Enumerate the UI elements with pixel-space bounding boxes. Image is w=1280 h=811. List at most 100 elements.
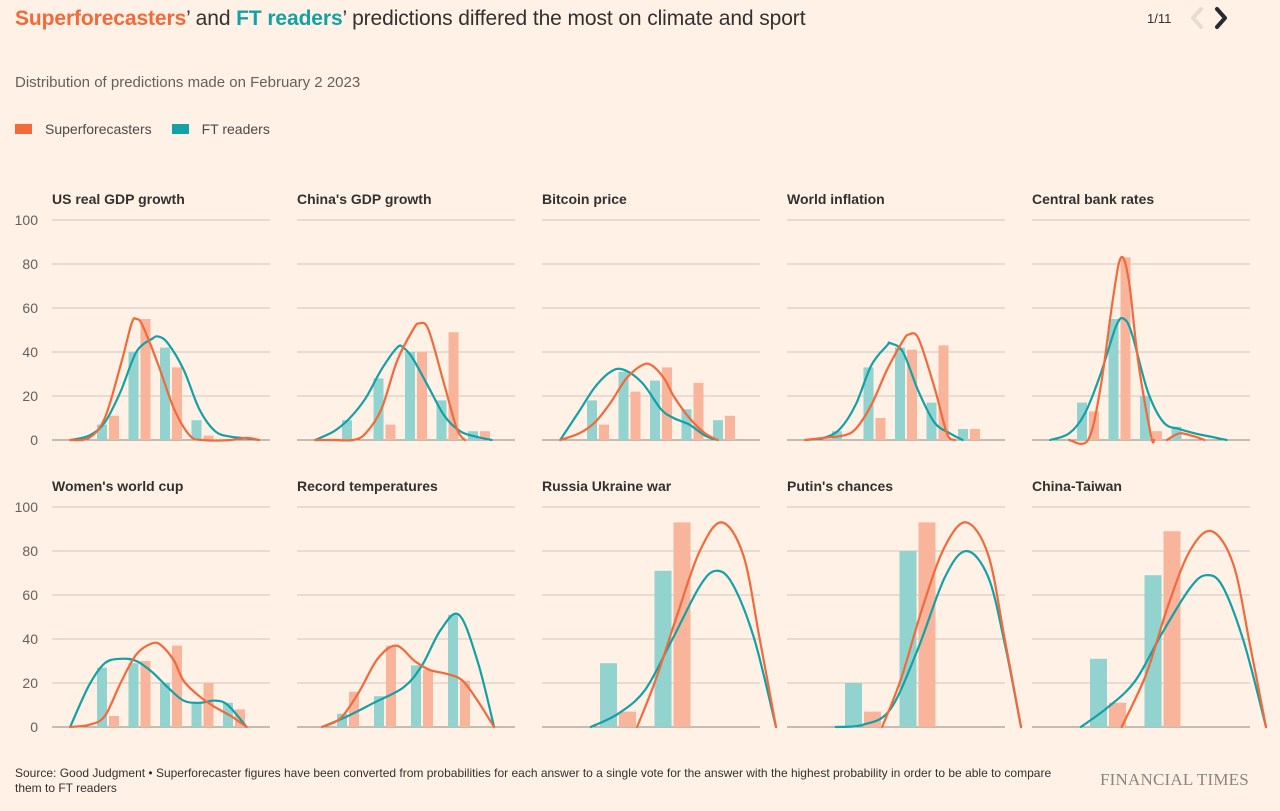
bar-ft-readers (160, 683, 170, 727)
panel-women-s-world-cup: Women's world cup 0 20 40 60 80 100 (15, 478, 270, 735)
panel-title: Record temperatures (297, 478, 438, 494)
bar-ft-readers (654, 570, 672, 727)
panel-us-real-gdp-growth: US real GDP growth 0 20 40 60 80 100 (15, 191, 270, 448)
panel-title: US real GDP growth (52, 191, 185, 207)
bar-ft-readers (1090, 658, 1107, 727)
bar-ft-readers (618, 371, 629, 440)
bar-ft-readers (895, 347, 905, 440)
bar-superforecasters (423, 669, 433, 727)
curve-superforecasters (881, 521, 1023, 729)
y-tick-label: 20 (22, 388, 38, 404)
curve-superforecasters (321, 644, 496, 729)
panel-putin-s-chances: Putin's chances (787, 478, 1023, 729)
bar-superforecasters (385, 424, 396, 440)
y-tick-label: 20 (22, 675, 38, 691)
bar-ft-readers (587, 400, 597, 440)
bar-ft-readers (448, 614, 458, 727)
ft-logo: FINANCIAL TIMES (1100, 770, 1249, 789)
panel-title: Women's world cup (52, 478, 183, 494)
bar-superforecasters (662, 367, 672, 440)
bar-superforecasters (203, 683, 214, 727)
panel-record-temperatures: Record temperatures (297, 478, 515, 729)
bar-superforecasters (109, 415, 119, 440)
bar-ft-readers (405, 352, 415, 440)
panel-china-taiwan: China-Taiwan (1032, 478, 1268, 729)
bar-superforecasters (203, 435, 214, 440)
bar-superforecasters (630, 391, 641, 440)
curve-superforecasters (559, 362, 719, 442)
y-tick-label: 60 (22, 587, 38, 603)
panel-title: Putin's chances (787, 478, 893, 494)
curve-superforecasters-secondary (1165, 432, 1206, 442)
bar-ft-readers (650, 380, 660, 440)
bar-superforecasters (480, 431, 490, 440)
bar-superforecasters (448, 332, 459, 440)
curve-superforecasters (1120, 529, 1268, 729)
chevron-left-icon (1191, 7, 1204, 29)
bar-superforecasters (109, 716, 119, 727)
curve-ft-readers (589, 569, 778, 729)
bar-ft-readers (97, 667, 107, 727)
bar-ft-readers (128, 352, 139, 440)
y-tick-label: 100 (15, 499, 39, 515)
y-tick-label: 80 (22, 543, 38, 559)
panel-title: China-Taiwan (1032, 478, 1122, 494)
bar-superforecasters (1120, 257, 1131, 440)
y-tick-label: 40 (22, 631, 38, 647)
curve-superforecasters (636, 521, 778, 729)
y-tick-label: 0 (30, 719, 38, 735)
page-count: 1/11 (1147, 10, 1172, 26)
legend-item-ft-readers: FT readers (171, 121, 270, 137)
bar-ft-readers (342, 420, 352, 440)
bar-superforecasters (386, 645, 396, 727)
bar-superforecasters (460, 680, 470, 727)
bar-ft-readers (97, 424, 107, 440)
bar-superforecasters (349, 691, 359, 727)
y-tick-label: 60 (22, 300, 38, 316)
panel-world-inflation: World inflation (787, 191, 1005, 442)
bar-superforecasters (417, 352, 427, 440)
title-superforecasters: Superforecasters (15, 7, 187, 30)
bar-ft-readers (713, 420, 723, 440)
chart-subtitle: Distribution of predictions made on Febr… (15, 74, 361, 91)
bar-superforecasters (140, 319, 151, 440)
legend-swatch-ft-readers (171, 124, 189, 134)
curve-ft-readers (69, 335, 261, 442)
bar-superforecasters (172, 645, 182, 727)
title-rest: ’ predictions differed the most on clima… (342, 7, 806, 30)
bar-ft-readers (374, 696, 384, 727)
next-button[interactable] (1213, 6, 1229, 30)
panel-title: China's GDP growth (297, 191, 432, 207)
bar-superforecasters (1163, 531, 1181, 727)
curve-ft-readers (1049, 316, 1228, 442)
title-and: ’ and (186, 7, 237, 30)
chart-title: Superforecasters’ and FT readers’ predic… (15, 4, 806, 34)
legend: Superforecasters FT readers (15, 121, 290, 137)
title-ft-readers: FT readers (236, 7, 343, 30)
bar-ft-readers (863, 367, 874, 440)
panel-title: World inflation (787, 191, 885, 207)
curve-superforecasters (314, 321, 466, 442)
bar-ft-readers (373, 378, 384, 440)
bar-superforecasters (673, 522, 691, 727)
bar-superforecasters (907, 349, 917, 440)
bar-ft-readers (926, 402, 937, 440)
bar-ft-readers (160, 347, 170, 440)
bar-ft-readers (1140, 396, 1150, 440)
prev-button[interactable] (1189, 6, 1205, 30)
panel-title: Bitcoin price (542, 191, 627, 207)
curve-ft-readers (804, 341, 964, 442)
bar-ft-readers (337, 713, 347, 727)
chevron-right-icon (1215, 7, 1228, 29)
bar-ft-readers (191, 702, 202, 727)
bar-ft-readers (128, 663, 139, 727)
panel-bitcoin-price: Bitcoin price (542, 191, 760, 442)
curve-ft-readers (559, 367, 719, 442)
y-tick-label: 40 (22, 344, 38, 360)
panel-title: Central bank rates (1032, 191, 1154, 207)
legend-label: Superforecasters (45, 121, 152, 137)
bar-superforecasters (725, 415, 735, 440)
panel-china-s-gdp-growth: China's GDP growth (297, 191, 515, 442)
panel-central-bank-rates: Central bank rates (1032, 191, 1250, 445)
